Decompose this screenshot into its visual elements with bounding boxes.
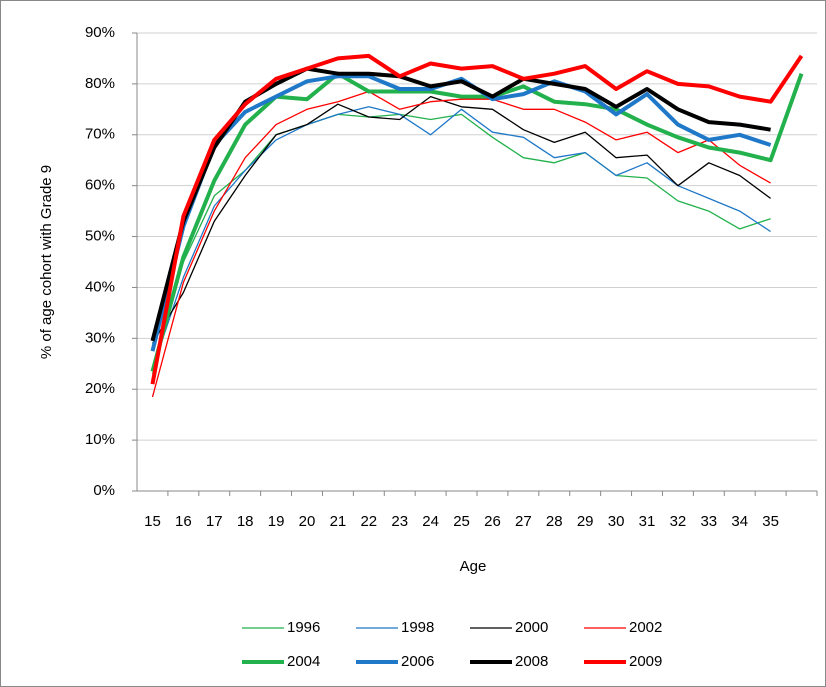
legend-label: 2006 (401, 653, 434, 670)
y-axis-label: % of age cohort with Grade 9 (38, 165, 55, 359)
series-line (150, 74, 772, 352)
x-tick-label: 27 (515, 513, 532, 530)
series-line (151, 90, 771, 398)
y-tick-label: 0% (93, 482, 115, 499)
x-tick-label: 21 (330, 513, 347, 530)
y-tick-label: 20% (85, 380, 115, 397)
y-tick-label: 70% (85, 126, 115, 143)
x-tick-label: 23 (391, 513, 408, 530)
legend-label: 2008 (515, 653, 548, 670)
legend-label: 2004 (287, 653, 320, 670)
y-tick-label: 30% (85, 329, 115, 346)
y-tick-label: 90% (85, 24, 115, 41)
y-tick-label: 40% (85, 278, 115, 295)
x-tick-label: 30 (608, 513, 625, 530)
x-tick-label: 32 (670, 513, 687, 530)
x-tick-label: 15 (144, 513, 161, 530)
legend-label: 2009 (629, 653, 662, 670)
x-tick-label: 24 (422, 513, 439, 530)
series-line (151, 95, 771, 344)
x-tick-label: 35 (762, 513, 779, 530)
x-tick-label: 28 (546, 513, 563, 530)
x-tick-label: 16 (175, 513, 192, 530)
x-tick-label: 34 (731, 513, 748, 530)
x-tick-label: 22 (360, 513, 377, 530)
y-tick-label: 80% (85, 75, 115, 92)
x-tick-label: 31 (639, 513, 656, 530)
x-tick-label: 25 (453, 513, 470, 530)
x-tick-label: 17 (206, 513, 223, 530)
y-tick-label: 10% (85, 431, 115, 448)
series-line (150, 53, 804, 385)
legend-label: 1998 (401, 619, 434, 636)
x-tick-label: 29 (577, 513, 594, 530)
y-tick-label: 50% (85, 228, 115, 245)
x-tick-label: 33 (700, 513, 717, 530)
legend-label: 1996 (287, 619, 320, 636)
x-axis-label: Age (460, 558, 487, 575)
legend-label: 2002 (629, 619, 662, 636)
x-tick-label: 20 (299, 513, 316, 530)
x-tick-label: 18 (237, 513, 254, 530)
legend-label: 2000 (515, 619, 548, 636)
y-tick-label: 60% (85, 177, 115, 194)
x-tick-label: 26 (484, 513, 501, 530)
series-line (151, 113, 771, 375)
x-tick-label: 19 (268, 513, 285, 530)
series-line (150, 71, 804, 372)
series-line (151, 106, 771, 370)
